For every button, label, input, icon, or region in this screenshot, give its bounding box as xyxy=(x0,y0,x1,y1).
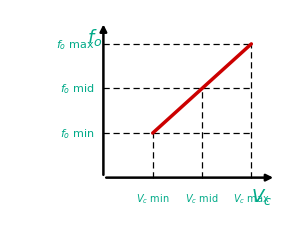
Text: $V_{c}$ max: $V_{c}$ max xyxy=(233,191,270,205)
Text: $f_{o}$ min: $f_{o}$ min xyxy=(60,127,94,140)
Text: $f_o$: $f_o$ xyxy=(87,27,102,48)
Text: $f_{o}$ max: $f_{o}$ max xyxy=(56,38,94,52)
Text: $V_{c}$ min: $V_{c}$ min xyxy=(136,191,170,205)
Text: $V_c$: $V_c$ xyxy=(251,186,272,206)
Text: $V_{c}$ mid: $V_{c}$ mid xyxy=(185,191,219,205)
Text: $f_{o}$ mid: $f_{o}$ mid xyxy=(60,82,94,96)
